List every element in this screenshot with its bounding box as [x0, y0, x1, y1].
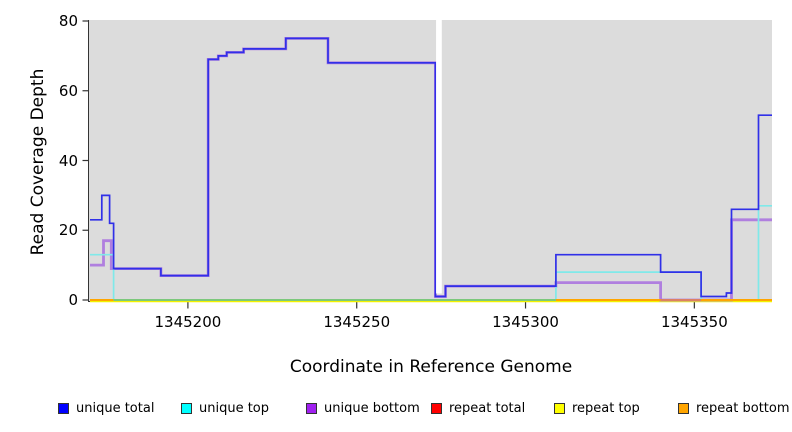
- legend-label: unique total: [76, 400, 155, 416]
- coverage-gap: [436, 19, 442, 294]
- x-axis-title: Coordinate in Reference Genome: [289, 357, 573, 377]
- legend: unique total unique top unique bottom repea…: [0, 399, 792, 421]
- legend-label: repeat total: [449, 400, 526, 416]
- legend-label: unique bottom: [324, 400, 420, 416]
- series-unique-total: [90, 37, 772, 298]
- x-tick-label: 1345350: [660, 313, 728, 331]
- legend-item: unique total: [58, 399, 154, 417]
- legend-swatch-icon: [58, 402, 69, 414]
- y-tick-label: 20: [58, 221, 78, 240]
- legend-item: unique top: [181, 399, 269, 417]
- legend-swatch-icon: [431, 402, 442, 414]
- legend-item: repeat bottom: [678, 399, 790, 417]
- legend-item: unique bottom: [306, 399, 420, 417]
- legend-label: repeat top: [572, 400, 640, 416]
- x-tick-label: 1345300: [492, 313, 559, 331]
- y-tick-label: 0: [68, 291, 78, 309]
- legend-item: repeat total: [431, 399, 525, 417]
- y-tick-label: 40: [58, 151, 78, 170]
- series-unique-top: [90, 204, 772, 301]
- legend-label: unique top: [199, 400, 270, 416]
- legend-swatch-icon: [554, 402, 565, 414]
- y-tick-label: 60: [58, 81, 78, 100]
- x-tick-label: 1345200: [154, 313, 222, 331]
- legend-swatch-icon: [306, 402, 317, 414]
- legend-label: repeat bottom: [696, 400, 790, 416]
- legend-item: repeat top: [554, 399, 640, 417]
- y-tick-label: 80: [58, 12, 78, 30]
- legend-swatch-icon: [678, 402, 689, 414]
- x-tick-label: 1345250: [323, 313, 391, 331]
- legend-swatch-icon: [181, 402, 192, 414]
